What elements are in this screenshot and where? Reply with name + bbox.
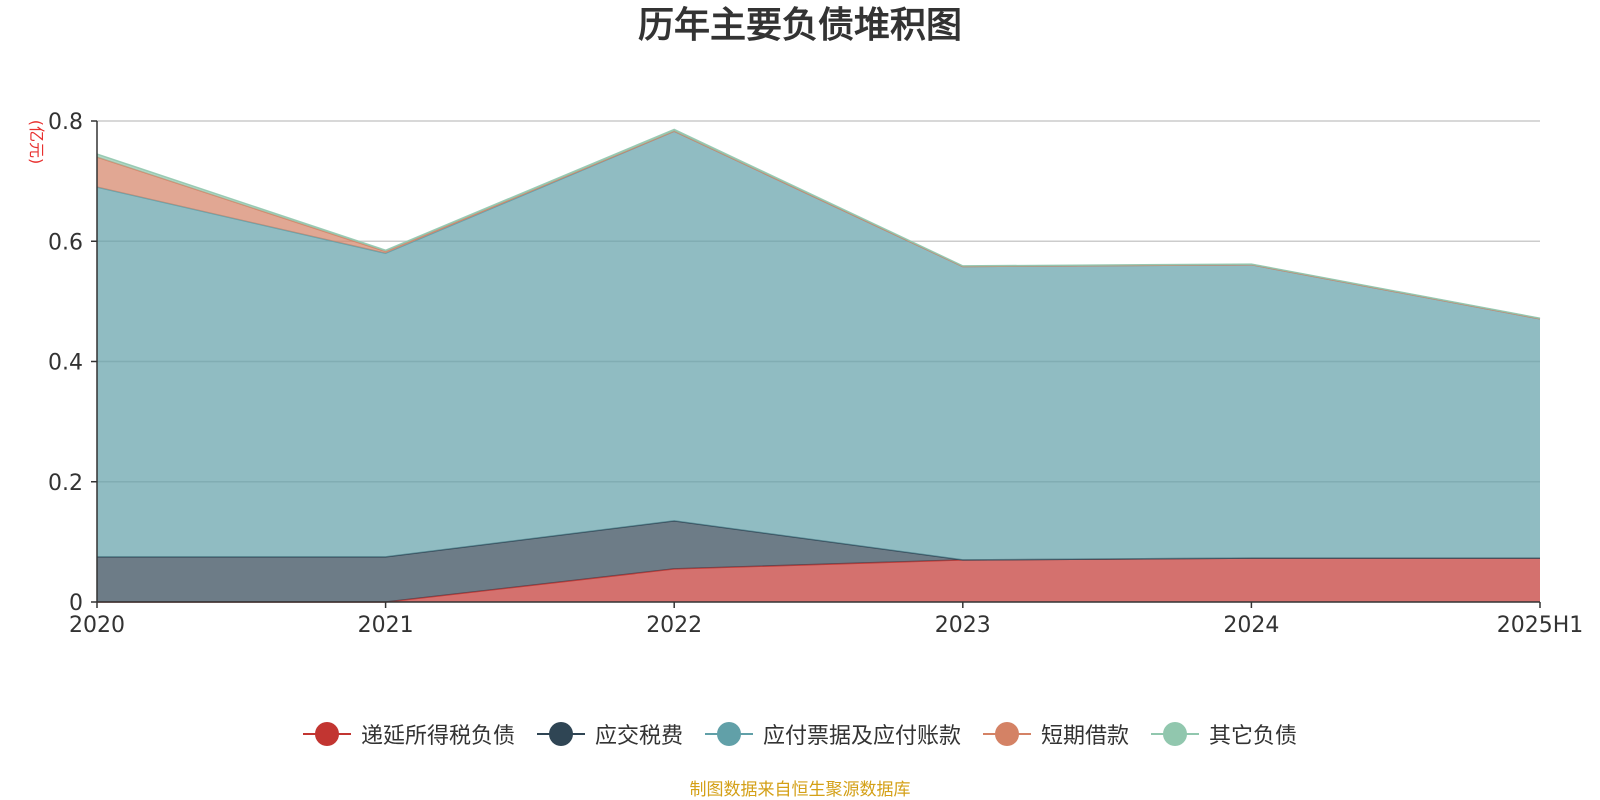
legend-item[interactable]: 递延所得税负债 [302,718,515,750]
area-series-3 [97,131,1540,560]
series-line-5 [96,128,1541,319]
legend-item[interactable]: 应交税费 [536,718,683,750]
legend-swatch-icon [983,722,1031,746]
x-tick-label: 2021 [358,613,414,638]
chart-title: 历年主要负债堆积图 [637,5,962,46]
x-tick-label: 2025H1 [1497,613,1584,638]
area-series-1 [97,558,1540,602]
x-tick-label: 2023 [935,613,991,638]
legend-swatch-icon [302,722,351,746]
legend-item[interactable]: 应付票据及应付账款 [704,718,961,750]
y-tick-label: 0.6 [48,230,83,255]
axes: 0 0.2 0.4 0.6 0.8 2020 2021 2022 2023 2024 2025H1 [48,110,1583,638]
area-series [96,128,1541,603]
legend-item[interactable]: 其它负债 [1151,718,1297,750]
legend-label: 其它负债 [1209,724,1298,749]
x-tick-label: 2020 [69,613,125,638]
legend-label: 应交税费 [594,724,683,749]
y-tick-label: 0.2 [48,471,83,496]
legend-label: 递延所得税负债 [360,724,515,749]
legend-swatch-icon [536,722,585,746]
legend: 递延所得税负债 应交税费 应付票据及应付账款 短期借款 其它负债 [0,718,1600,750]
legend-label: 短期借款 [1041,724,1130,749]
y-tick-label: 0.8 [48,110,83,135]
legend-label: 应付票据及应付账款 [762,724,961,749]
x-tick-label: 2024 [1223,613,1279,638]
area-series-2 [97,520,1540,602]
x-tick-label: 2022 [646,613,702,638]
source-note: 制图数据来自恒生聚源数据库 [689,780,911,800]
y-tick-label: 0 [69,591,83,616]
legend-swatch-icon [1151,722,1200,746]
y-axis-unit-label: (亿元) [27,120,46,165]
legend-swatch-icon [704,722,753,746]
y-tick-label: 0.4 [48,351,83,376]
legend-item[interactable]: 短期借款 [983,718,1129,750]
